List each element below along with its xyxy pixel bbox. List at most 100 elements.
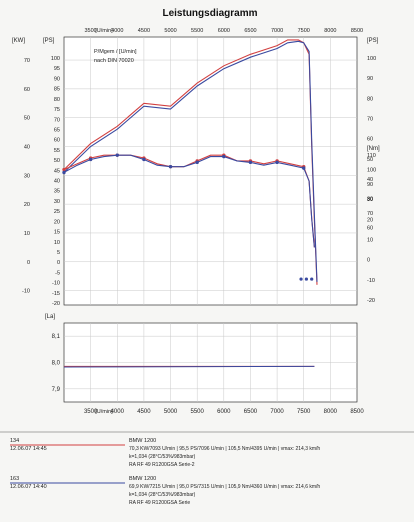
- nm-tick-label: 110: [367, 153, 376, 159]
- ps-tick-label-left: 40: [54, 179, 60, 185]
- kw-tick-label: 10: [24, 231, 30, 237]
- x-tick-label-bottom: 3500: [84, 409, 98, 415]
- legend-run-id: 163: [10, 476, 19, 482]
- chart-annotation: P/Mgem / [U/min]: [94, 49, 137, 55]
- ps-tick-label-left: 30: [54, 199, 60, 205]
- legend-run-date: 12.06.07 14:40: [10, 484, 47, 490]
- kw-unit-label: [KW]: [12, 38, 25, 44]
- ps-tick-label-right: 80: [367, 96, 373, 102]
- nm-tick-label: 90: [367, 182, 373, 188]
- kw-tick-label: -10: [22, 289, 30, 295]
- x-tick-label-bottom: 6000: [217, 409, 231, 415]
- kw-tick-label: 0: [27, 260, 30, 266]
- end-marker: [299, 277, 303, 281]
- kw-tick-label: 50: [24, 116, 30, 122]
- kw-tick-label: 20: [24, 202, 30, 208]
- ps-unit-label-left: [PS]: [43, 38, 55, 44]
- torque-point: [302, 166, 306, 170]
- lambda-tick-label: 7,9: [52, 387, 61, 393]
- ps-tick-label-left: 35: [54, 189, 60, 195]
- power-curve: [63, 40, 318, 282]
- legend-line-1: 70,3 KW/7093 U/min | 95,5 PS/7096 U/min …: [129, 446, 320, 452]
- legend-line-1: 69,9 KW/7215 U/min | 95,0 PS/7315 U/min …: [129, 484, 320, 490]
- legend-line-2: k=1,034 (28°C/53%/983mbar): [129, 454, 196, 460]
- x-tick-label-top: 6500: [244, 28, 256, 34]
- torque-point: [248, 160, 253, 165]
- ps-tick-label-left: 50: [54, 158, 60, 164]
- ps-tick-label-right: 40: [367, 177, 373, 183]
- legend-line-3: RA RF 49 R1200GSA Serie-2: [129, 462, 195, 468]
- x-tick-label-bottom: 8000: [324, 409, 338, 415]
- x-tick-label-bottom: 4500: [137, 409, 151, 415]
- x-unit-label-top: [U/min]: [95, 28, 113, 34]
- torque-point: [62, 167, 66, 172]
- ps-tick-label-left: 5: [57, 250, 60, 256]
- legend-model: BMW 1200: [129, 476, 156, 482]
- kw-tick-label: 40: [24, 145, 30, 151]
- x-tick-label-bottom: 7500: [297, 409, 311, 415]
- ps-tick-label-right: 10: [367, 238, 373, 244]
- ps-tick-label-right: 90: [367, 76, 373, 82]
- legend-line-3: RA RF 49 R1200GSA Serie: [129, 500, 190, 506]
- kw-tick-label: 60: [24, 87, 30, 93]
- chart-annotation: nach DIN 70020: [94, 58, 134, 64]
- lambda-tick-label: 8,1: [52, 334, 61, 340]
- main-panel: 3500 4000 4500 5000 5500 6000 6500 7000 7500 8000…: [12, 28, 380, 307]
- ps-tick-label-right: 70: [367, 117, 373, 123]
- plot-area: [63, 36, 358, 306]
- x-tick-label-top: 8500: [351, 28, 363, 34]
- x-unit-label-bottom: [U/min]: [95, 409, 113, 415]
- kw-tick-label: 30: [24, 173, 30, 179]
- ps-tick-label-left: -20: [52, 301, 60, 307]
- ps-tick-label-right: 100: [367, 56, 376, 62]
- x-tick-label-top: 7500: [298, 28, 310, 34]
- end-marker: [304, 277, 308, 281]
- legend-run-date: 12.06.07 14:45: [10, 446, 47, 452]
- legend-run-id: 134: [10, 438, 19, 444]
- ps-tick-label-left: 80: [54, 97, 60, 103]
- nm-tick-label: 60: [367, 226, 373, 232]
- legend-model: BMW 1200: [129, 438, 156, 444]
- ps-tick-label-right: -20: [367, 298, 375, 304]
- ps-tick-label-left: -5: [55, 270, 60, 276]
- ps-tick-label-left: 100: [51, 56, 60, 62]
- x-tick-label-bottom: 7000: [270, 409, 284, 415]
- ps-tick-label-right: 0: [367, 258, 370, 264]
- x-tick-label-bottom: 5500: [191, 409, 205, 415]
- torque-point: [62, 170, 66, 175]
- torque-point: [142, 157, 146, 162]
- ps-tick-label-left: 85: [54, 87, 60, 93]
- ps-tick-label-left: 70: [54, 117, 60, 123]
- lambda-unit-label: [La]: [45, 314, 55, 320]
- ps-tick-label-left: 20: [54, 219, 60, 225]
- x-tick-label-top: 5500: [191, 28, 203, 34]
- lambda-curve: [63, 365, 315, 368]
- x-tick-label-top: 8000: [324, 28, 336, 34]
- torque-point: [195, 160, 199, 165]
- ps-tick-label-left: 10: [54, 240, 60, 246]
- x-tick-label-bottom: 4000: [111, 409, 125, 415]
- lambda-tick-label: 8,0: [52, 361, 61, 367]
- x-tick-label-bottom: 8500: [350, 409, 364, 415]
- torque-point: [115, 153, 119, 157]
- nm-tick-label: 70: [367, 211, 373, 217]
- x-tick-label-top: 5000: [164, 28, 176, 34]
- x-tick-label-top: 4000: [111, 28, 123, 34]
- nm-unit-label: [Nm]: [367, 146, 380, 152]
- torque-curve: [63, 154, 315, 248]
- x-tick-label-bottom: 5000: [164, 409, 178, 415]
- ps-tick-label-left: 55: [54, 148, 60, 154]
- torque-curve: [63, 154, 315, 248]
- nm-tick-label: 100: [367, 168, 376, 174]
- x-tick-label-bottom: 6500: [244, 409, 258, 415]
- legend-box: 134 12.06.07 14:45 BMW 1200 70,3 KW/7093 U/…: [0, 431, 414, 506]
- ps-tick-label-right: 30: [367, 197, 373, 203]
- ps-tick-label-right: -10: [367, 278, 375, 284]
- ps-tick-label-left: 60: [54, 138, 60, 144]
- ps-tick-label-left: 65: [54, 127, 60, 133]
- ps-unit-label-right: [PS]: [367, 38, 379, 44]
- torque-point: [275, 160, 279, 165]
- ps-tick-label-left: -10: [52, 281, 60, 287]
